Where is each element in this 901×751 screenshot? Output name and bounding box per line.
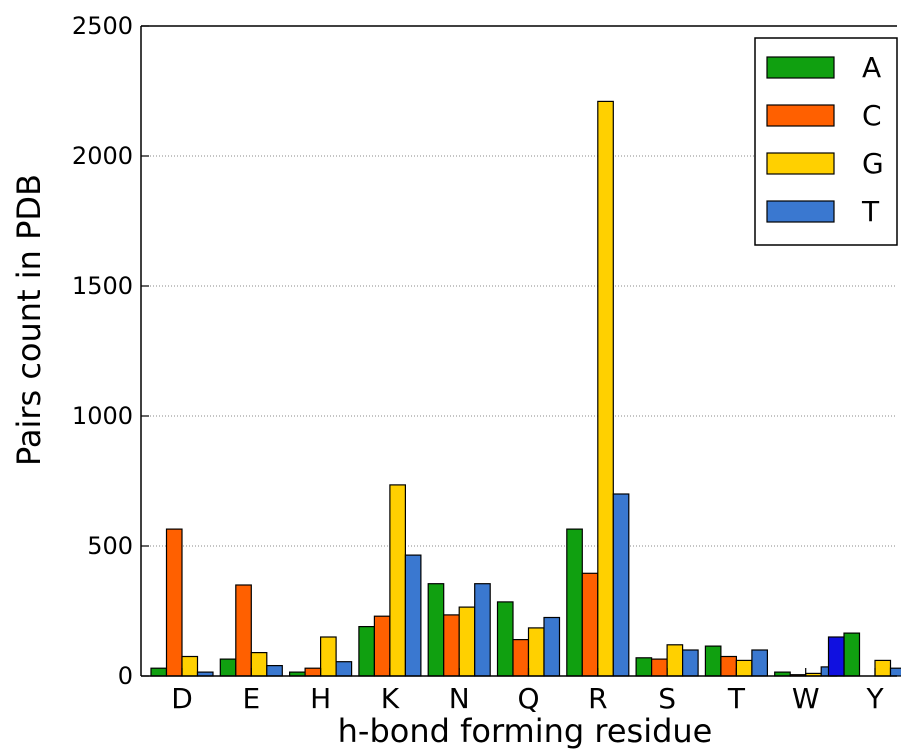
y-tick-label: 500	[87, 532, 133, 560]
bar-A-N	[427, 583, 445, 677]
bar-A-R	[566, 528, 583, 677]
bar-C-N	[443, 614, 460, 677]
bar-C-H	[304, 667, 322, 677]
legend-swatch-A	[766, 56, 835, 79]
legend-label-A: A	[862, 51, 881, 84]
bar-G-H	[320, 636, 337, 677]
bar-T-H	[335, 661, 353, 677]
legend-label-T: T	[861, 195, 880, 228]
bar-T-T	[751, 649, 769, 677]
x-axis-label: h-bond forming residue	[338, 712, 713, 750]
x-tick-label-T: T	[727, 682, 746, 715]
legend-label-C: C	[862, 99, 882, 132]
legend-label-G: G	[862, 147, 884, 180]
bar-C-D	[165, 528, 183, 677]
x-tick-label-S: S	[658, 682, 676, 715]
x-tick-label-N: N	[449, 682, 470, 715]
bar-C-K	[373, 615, 391, 677]
bar-C-S	[650, 658, 668, 677]
bar-A-K	[358, 625, 375, 677]
x-tick-label-W: W	[792, 682, 820, 715]
legend-swatch-C	[766, 104, 835, 127]
x-tick-label-Q: Q	[517, 682, 539, 715]
bar-G-Q	[527, 627, 545, 677]
y-tick-label: 2000	[72, 142, 133, 170]
bar-A-Q	[496, 601, 514, 677]
bar-T-N	[474, 583, 491, 677]
bar-G-R	[597, 100, 614, 677]
x-tick-label-D: D	[171, 682, 193, 715]
bar-G-S	[666, 644, 684, 677]
bar-T-Y	[889, 667, 901, 677]
bar-C-Q	[512, 638, 530, 677]
bar-A-T	[704, 645, 722, 677]
bar-A-D	[150, 667, 168, 677]
bar-G-E	[250, 651, 268, 677]
bar-T-E	[266, 664, 283, 677]
y-tick-label: 2500	[72, 12, 133, 40]
bar-T-K	[404, 554, 422, 677]
bar-A-Y	[843, 632, 861, 677]
bar-G-K	[389, 484, 406, 677]
bar-G-N	[458, 606, 476, 677]
bar-extra-Y	[827, 636, 845, 677]
x-tick-label-K: K	[381, 682, 400, 715]
bar-G-T	[735, 659, 753, 677]
y-tick-label: 0	[118, 662, 133, 690]
bar-T-R	[612, 493, 630, 677]
y-axis-label: Pairs count in PDB	[10, 174, 48, 466]
bar-C-T	[720, 655, 738, 677]
x-tick-label-R: R	[588, 682, 607, 715]
bar-G-D	[181, 655, 199, 677]
legend-swatch-T	[766, 200, 835, 223]
x-tick-label-Y: Y	[865, 682, 884, 715]
bar-T-S	[681, 649, 699, 677]
legend-swatch-G	[766, 152, 835, 175]
y-tick-label: 1500	[72, 272, 133, 300]
y-tick-label: 1000	[72, 402, 133, 430]
x-tick-label-H: H	[310, 682, 331, 715]
bar-C-E	[235, 584, 252, 677]
bar-G-Y	[874, 659, 892, 677]
y-tick-labels: 0 500 1000 1500 2000 2500	[72, 12, 133, 690]
x-tick-label-E: E	[242, 682, 260, 715]
bar-C-R	[581, 572, 599, 677]
bar-A-S	[635, 657, 653, 677]
axes	[140, 25, 897, 677]
bar-A-E	[219, 658, 237, 677]
bars	[150, 100, 901, 677]
bar-T-Q	[543, 616, 561, 677]
